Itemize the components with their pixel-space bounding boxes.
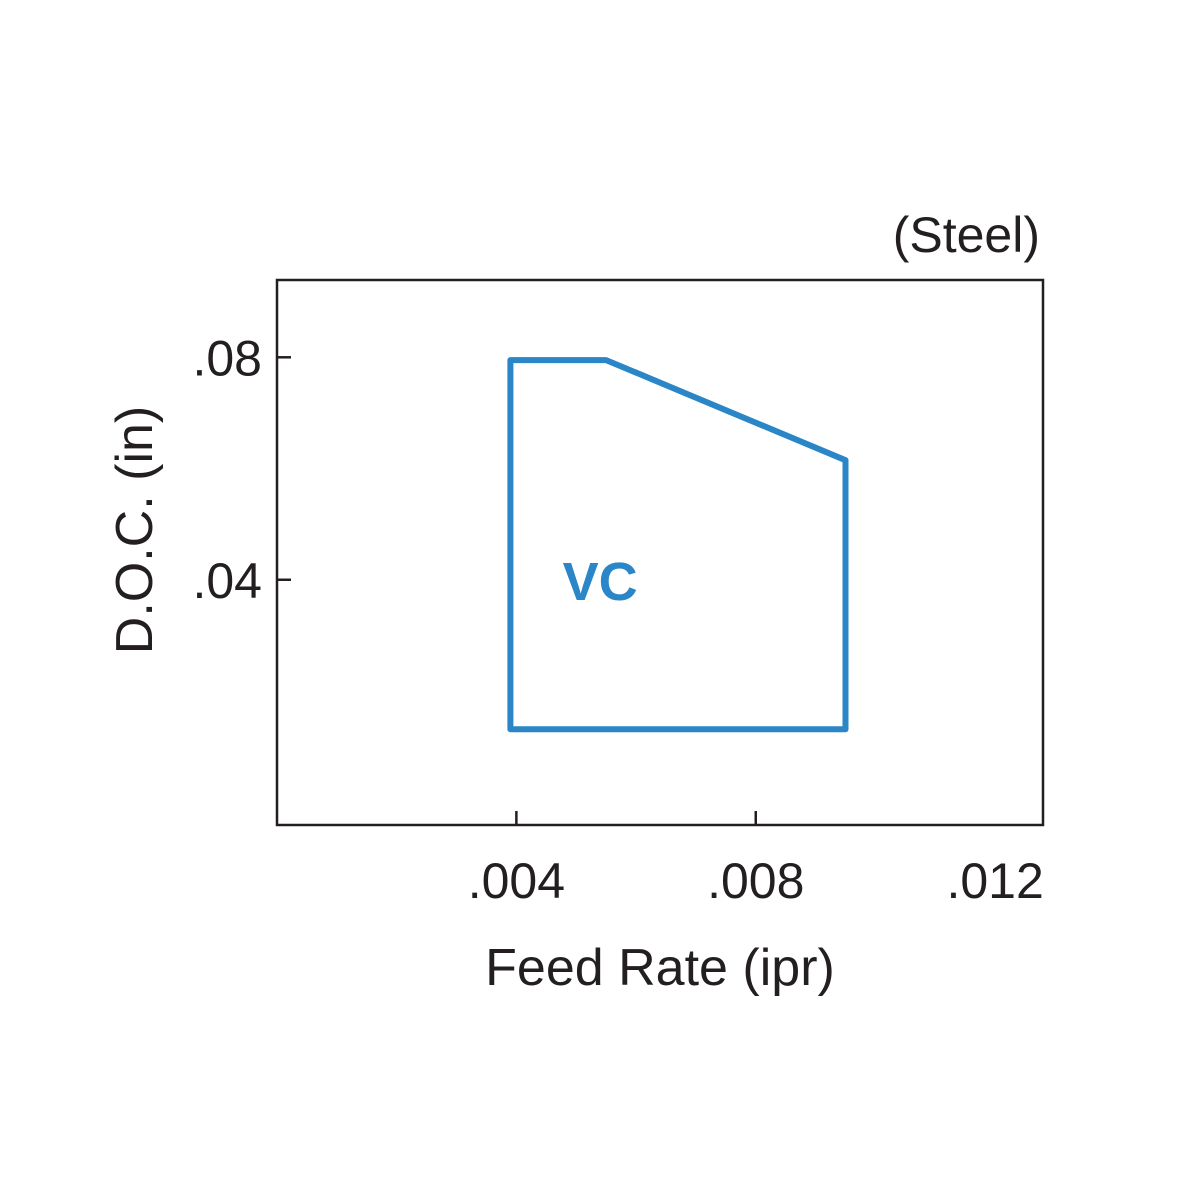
x-tick-label: .012 — [946, 853, 1043, 909]
plot-frame — [275, 278, 1045, 827]
y-axis-label: D.O.C. (in) — [106, 406, 164, 654]
x-tick-label: .008 — [707, 853, 804, 909]
region-label: VC — [563, 552, 638, 612]
chart-subtitle: (Steel) — [893, 207, 1040, 263]
x-tick-label: .004 — [468, 853, 565, 909]
y-tick-label: .04 — [192, 553, 262, 609]
region-outline — [507, 357, 849, 733]
y-tick-label: .08 — [192, 330, 262, 386]
regions-layer: VC — [507, 357, 849, 733]
x-axis-label: Feed Rate (ipr) — [485, 939, 835, 997]
ticks-layer: .004 .008 .012 .04 .08 — [192, 330, 1043, 909]
